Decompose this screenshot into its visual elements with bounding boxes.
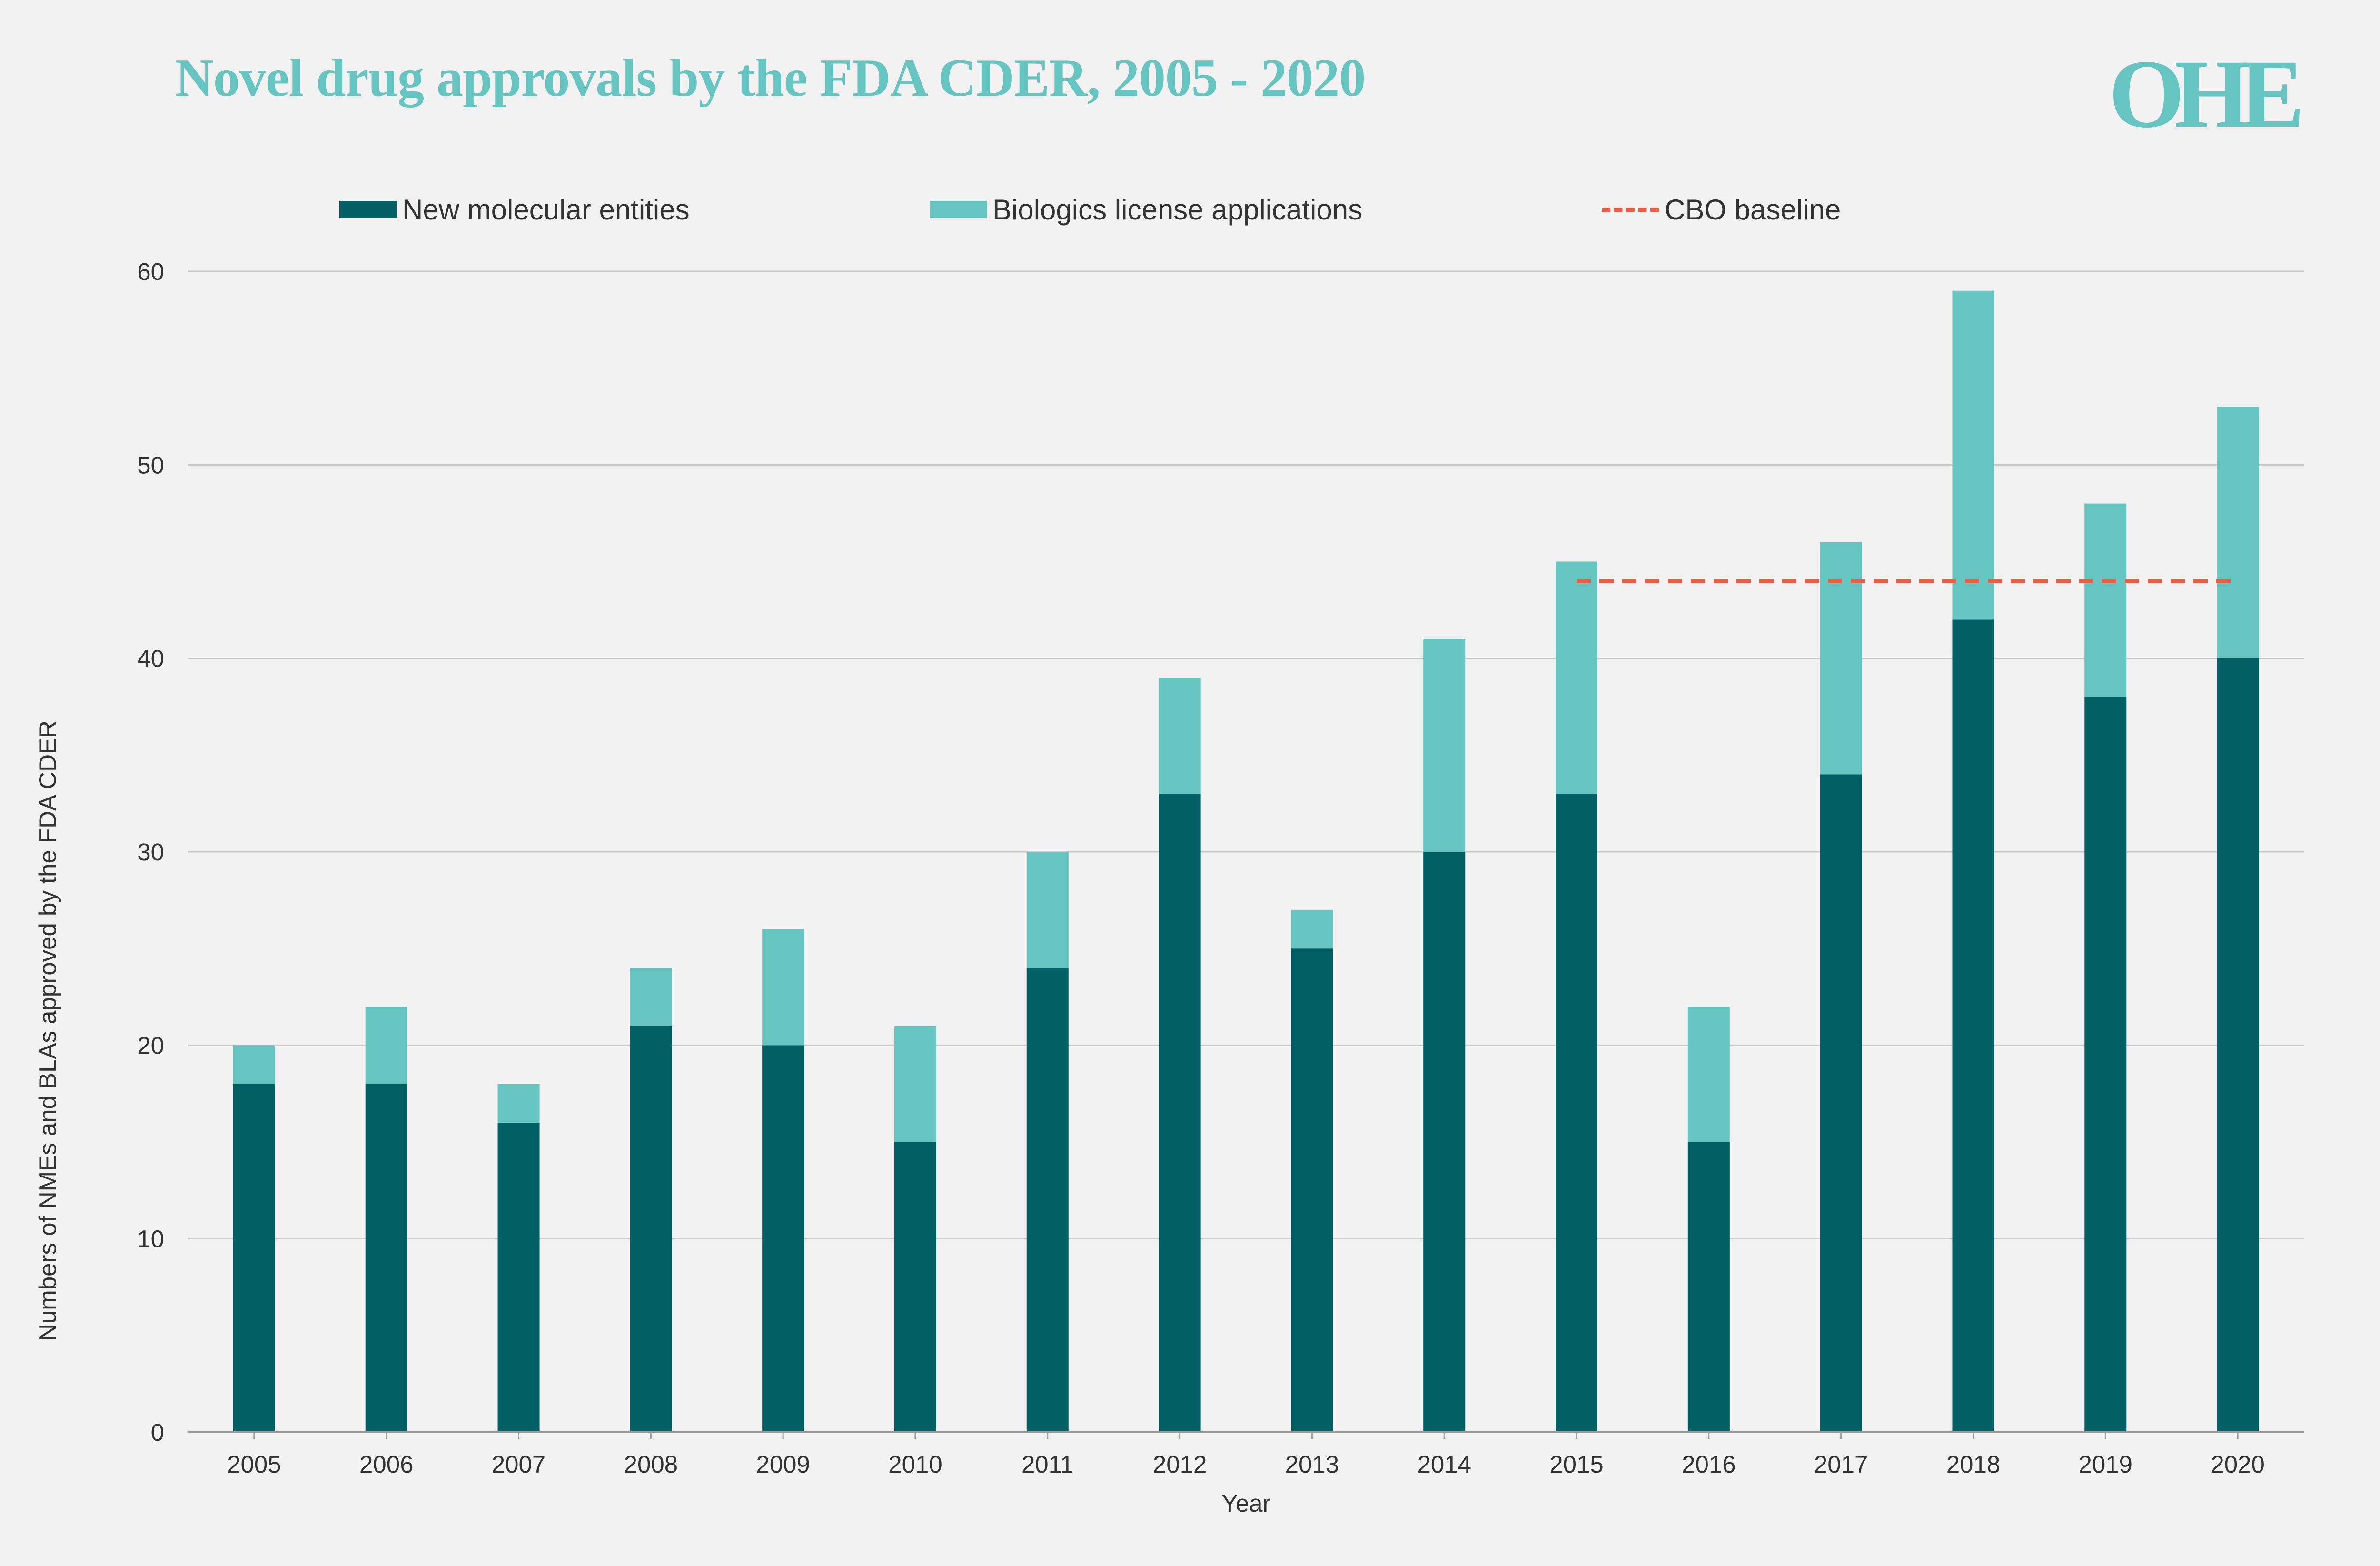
legend-swatch-nme	[339, 201, 397, 218]
legend-dash-cbo-baseline	[1602, 207, 1659, 212]
bar-new-molecular-entities	[894, 1142, 936, 1432]
bar-biologics-license-applications	[2217, 407, 2259, 658]
bar-biologics-license-applications	[1687, 1007, 1730, 1142]
bar-biologics-license-applications	[630, 968, 672, 1026]
y-tick-label: 20	[137, 1032, 164, 1059]
bar-biologics-license-applications	[1423, 639, 1466, 852]
x-tick-label: 2015	[1549, 1451, 1603, 1478]
x-tick-label: 2010	[888, 1451, 942, 1478]
bar-new-molecular-entities	[1820, 774, 1862, 1432]
legend-item-cbo-baseline: CBO baseline	[1602, 186, 1841, 233]
y-tick-label: 30	[137, 838, 164, 866]
x-tick-label: 2006	[359, 1451, 413, 1478]
legend: New molecular entities Biologics license…	[0, 186, 2380, 233]
x-tick-label: 2020	[2211, 1451, 2264, 1478]
legend-label-nme: New molecular entities	[402, 193, 690, 226]
gridlines	[188, 270, 2304, 1240]
x-tick-label: 2005	[227, 1451, 281, 1478]
y-axis-label: Numbers of NMEs and BLAs approved by the…	[34, 720, 61, 1341]
legend-label-bla: Biologics license applications	[992, 193, 1363, 226]
bar-new-molecular-entities	[762, 1045, 804, 1432]
x-tick-label: 2019	[2079, 1451, 2132, 1478]
bar-new-molecular-entities	[365, 1084, 407, 1432]
legend-item-nme: New molecular entities	[339, 186, 690, 233]
x-tick-label: 2013	[1285, 1451, 1339, 1478]
legend-label-cbo-baseline: CBO baseline	[1665, 193, 1841, 226]
y-tick-label: 0	[151, 1419, 164, 1446]
bar-biologics-license-applications	[2084, 503, 2127, 697]
bar-new-molecular-entities	[233, 1084, 275, 1432]
bar-new-molecular-entities	[2217, 658, 2259, 1432]
bar-biologics-license-applications	[894, 1026, 936, 1142]
bar-biologics-license-applications	[1159, 678, 1201, 794]
bar-new-molecular-entities	[1556, 794, 1598, 1432]
bar-biologics-license-applications	[1820, 542, 1862, 775]
bar-biologics-license-applications	[365, 1007, 407, 1084]
x-tick-label: 2011	[1021, 1451, 1074, 1478]
x-tick-label: 2012	[1153, 1451, 1207, 1478]
bar-biologics-license-applications	[1026, 852, 1069, 968]
bar-new-molecular-entities	[1687, 1142, 1730, 1432]
chart-title: Novel drug approvals by the FDA CDER, 20…	[175, 49, 1366, 108]
x-axis-label: Year	[1221, 1490, 1270, 1517]
x-tick-label: 2017	[1814, 1451, 1868, 1478]
axes: 0 10 20 30 40 50 60 2005 2006 2007 2008 2009 2010 201…	[137, 258, 2304, 1478]
y-tick-label: 50	[137, 451, 164, 479]
bar-new-molecular-entities	[630, 1026, 672, 1432]
bars	[233, 290, 2259, 1432]
legend-swatch-bla	[930, 201, 987, 218]
bar-biologics-license-applications	[233, 1045, 275, 1084]
y-tick-label: 10	[137, 1226, 164, 1253]
bar-biologics-license-applications	[497, 1084, 540, 1123]
svg-text:OHE: OHE	[2109, 46, 2300, 141]
bar-biologics-license-applications	[1556, 561, 1598, 794]
bar-new-molecular-entities	[1159, 794, 1201, 1432]
x-tick-label: 2007	[492, 1451, 545, 1478]
bar-biologics-license-applications	[1291, 909, 1333, 949]
bar-biologics-license-applications	[762, 929, 804, 1046]
x-tick-label: 2016	[1682, 1451, 1735, 1478]
y-tick-label: 60	[137, 258, 164, 285]
bar-biologics-license-applications	[1952, 290, 1994, 620]
x-tick-label: 2018	[1946, 1451, 2000, 1478]
bar-new-molecular-entities	[1026, 968, 1069, 1432]
x-tick-label: 2009	[756, 1451, 810, 1478]
legend-item-bla: Biologics license applications	[930, 186, 1362, 233]
bar-new-molecular-entities	[1423, 852, 1466, 1432]
ohe-logo: OHE	[2109, 46, 2311, 141]
x-tick-label: 2008	[624, 1451, 678, 1478]
bar-new-molecular-entities	[1952, 619, 1994, 1432]
y-tick-label: 40	[137, 645, 164, 672]
bar-new-molecular-entities	[1291, 948, 1333, 1432]
bar-new-molecular-entities	[497, 1122, 540, 1432]
bar-new-molecular-entities	[2084, 697, 2127, 1432]
x-tick-label: 2014	[1417, 1451, 1471, 1478]
